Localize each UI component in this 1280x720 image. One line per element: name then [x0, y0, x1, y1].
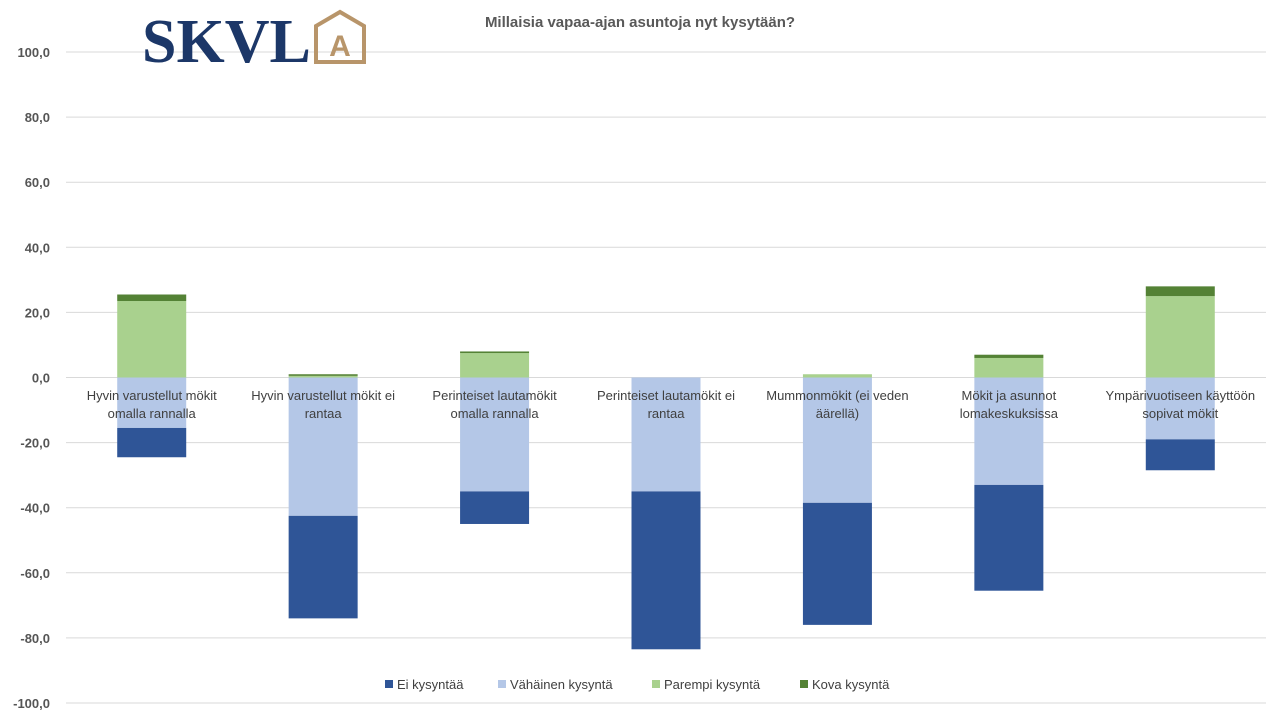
- bar-segment: [974, 377, 1044, 485]
- category-label: Hyvin varustellut mökit ei rantaa: [251, 388, 395, 421]
- bar-segment: [802, 502, 872, 625]
- y-tick-label: -80,0: [20, 631, 50, 646]
- category-label: Hyvin varustellut mökit omalla rannalla: [87, 388, 217, 421]
- bar-segment: [288, 377, 358, 516]
- bar-segment: [288, 515, 358, 619]
- y-tick-label: -100,0: [13, 696, 50, 711]
- y-tick-label: 0,0: [32, 371, 50, 386]
- legend-entry: Parempi kysyntä: [664, 677, 761, 692]
- legend-entry: Vähäinen kysyntä: [510, 677, 613, 692]
- bar-segment: [802, 377, 872, 503]
- chart-title: Millaisia vapaa-ajan asuntoja nyt kysytä…: [485, 14, 795, 31]
- category-label: Perinteiset lautamökit ei rantaa: [597, 388, 735, 421]
- y-tick-label: 20,0: [25, 305, 50, 320]
- bar-segment: [974, 484, 1044, 591]
- category-labels: Hyvin varustellut mökit omalla rannalla Hy…: [87, 388, 1255, 421]
- legend-swatch: [800, 680, 808, 688]
- category-label: Perinteiset lautamökit omalla rannalla: [432, 388, 557, 421]
- logo-wordmark: SKVL: [142, 8, 311, 76]
- bar-segment: [802, 374, 872, 378]
- y-tick-label: -60,0: [20, 566, 50, 581]
- bar-segment: [117, 377, 187, 428]
- bar-segment: [631, 491, 701, 650]
- bar-segment: [974, 357, 1044, 378]
- y-tick-label: 40,0: [25, 240, 50, 255]
- y-tick-label: -20,0: [20, 436, 50, 451]
- y-tick-label: -40,0: [20, 501, 50, 516]
- category-label: Ympärivuotiseen käyttöön sopivat mökit: [1105, 388, 1255, 421]
- bar-segment: [974, 354, 1044, 358]
- legend-entry: Ei kysyntää: [397, 677, 464, 692]
- legend-swatch: [498, 680, 506, 688]
- skvl-logo: SKVL A: [142, 8, 366, 76]
- legend-swatch: [385, 680, 393, 688]
- category-label: Mökit ja asunnot lomakeskuksissa: [960, 388, 1059, 421]
- bar-segment: [117, 301, 187, 378]
- bars: [117, 286, 1215, 650]
- y-tick-label: 80,0: [25, 110, 50, 125]
- bar-segment: [1145, 296, 1215, 378]
- bar-segment: [117, 294, 187, 302]
- bar-segment: [117, 427, 187, 458]
- logo-badge-letter: A: [329, 30, 351, 63]
- category-label: Mummonmökit (ei veden äärellä): [766, 388, 908, 421]
- bar-segment: [288, 375, 358, 378]
- y-tick-label: 60,0: [25, 175, 50, 190]
- legend: Ei kysyntää Vähäinen kysyntä Parempi kysyn…: [385, 677, 890, 692]
- y-axis-tick-labels: -100,0 -80,0 -60,0 -40,0 -20,0 0,0 20,0 40,0 60,…: [13, 45, 50, 711]
- bar-segment: [1145, 439, 1215, 471]
- bar-segment: [1145, 286, 1215, 297]
- legend-entry: Kova kysyntä: [812, 677, 890, 692]
- bar-segment: [631, 377, 701, 492]
- bar-segment: [460, 353, 530, 378]
- bar-segment: [288, 374, 358, 376]
- legend-swatch: [652, 680, 660, 688]
- y-tick-label: 100,0: [17, 45, 50, 60]
- logo-house-icon: A: [314, 9, 366, 64]
- bar-segment: [460, 377, 530, 492]
- bar-segment: [460, 491, 530, 524]
- bar-segment: [460, 351, 530, 354]
- bar-segment: [1145, 377, 1215, 440]
